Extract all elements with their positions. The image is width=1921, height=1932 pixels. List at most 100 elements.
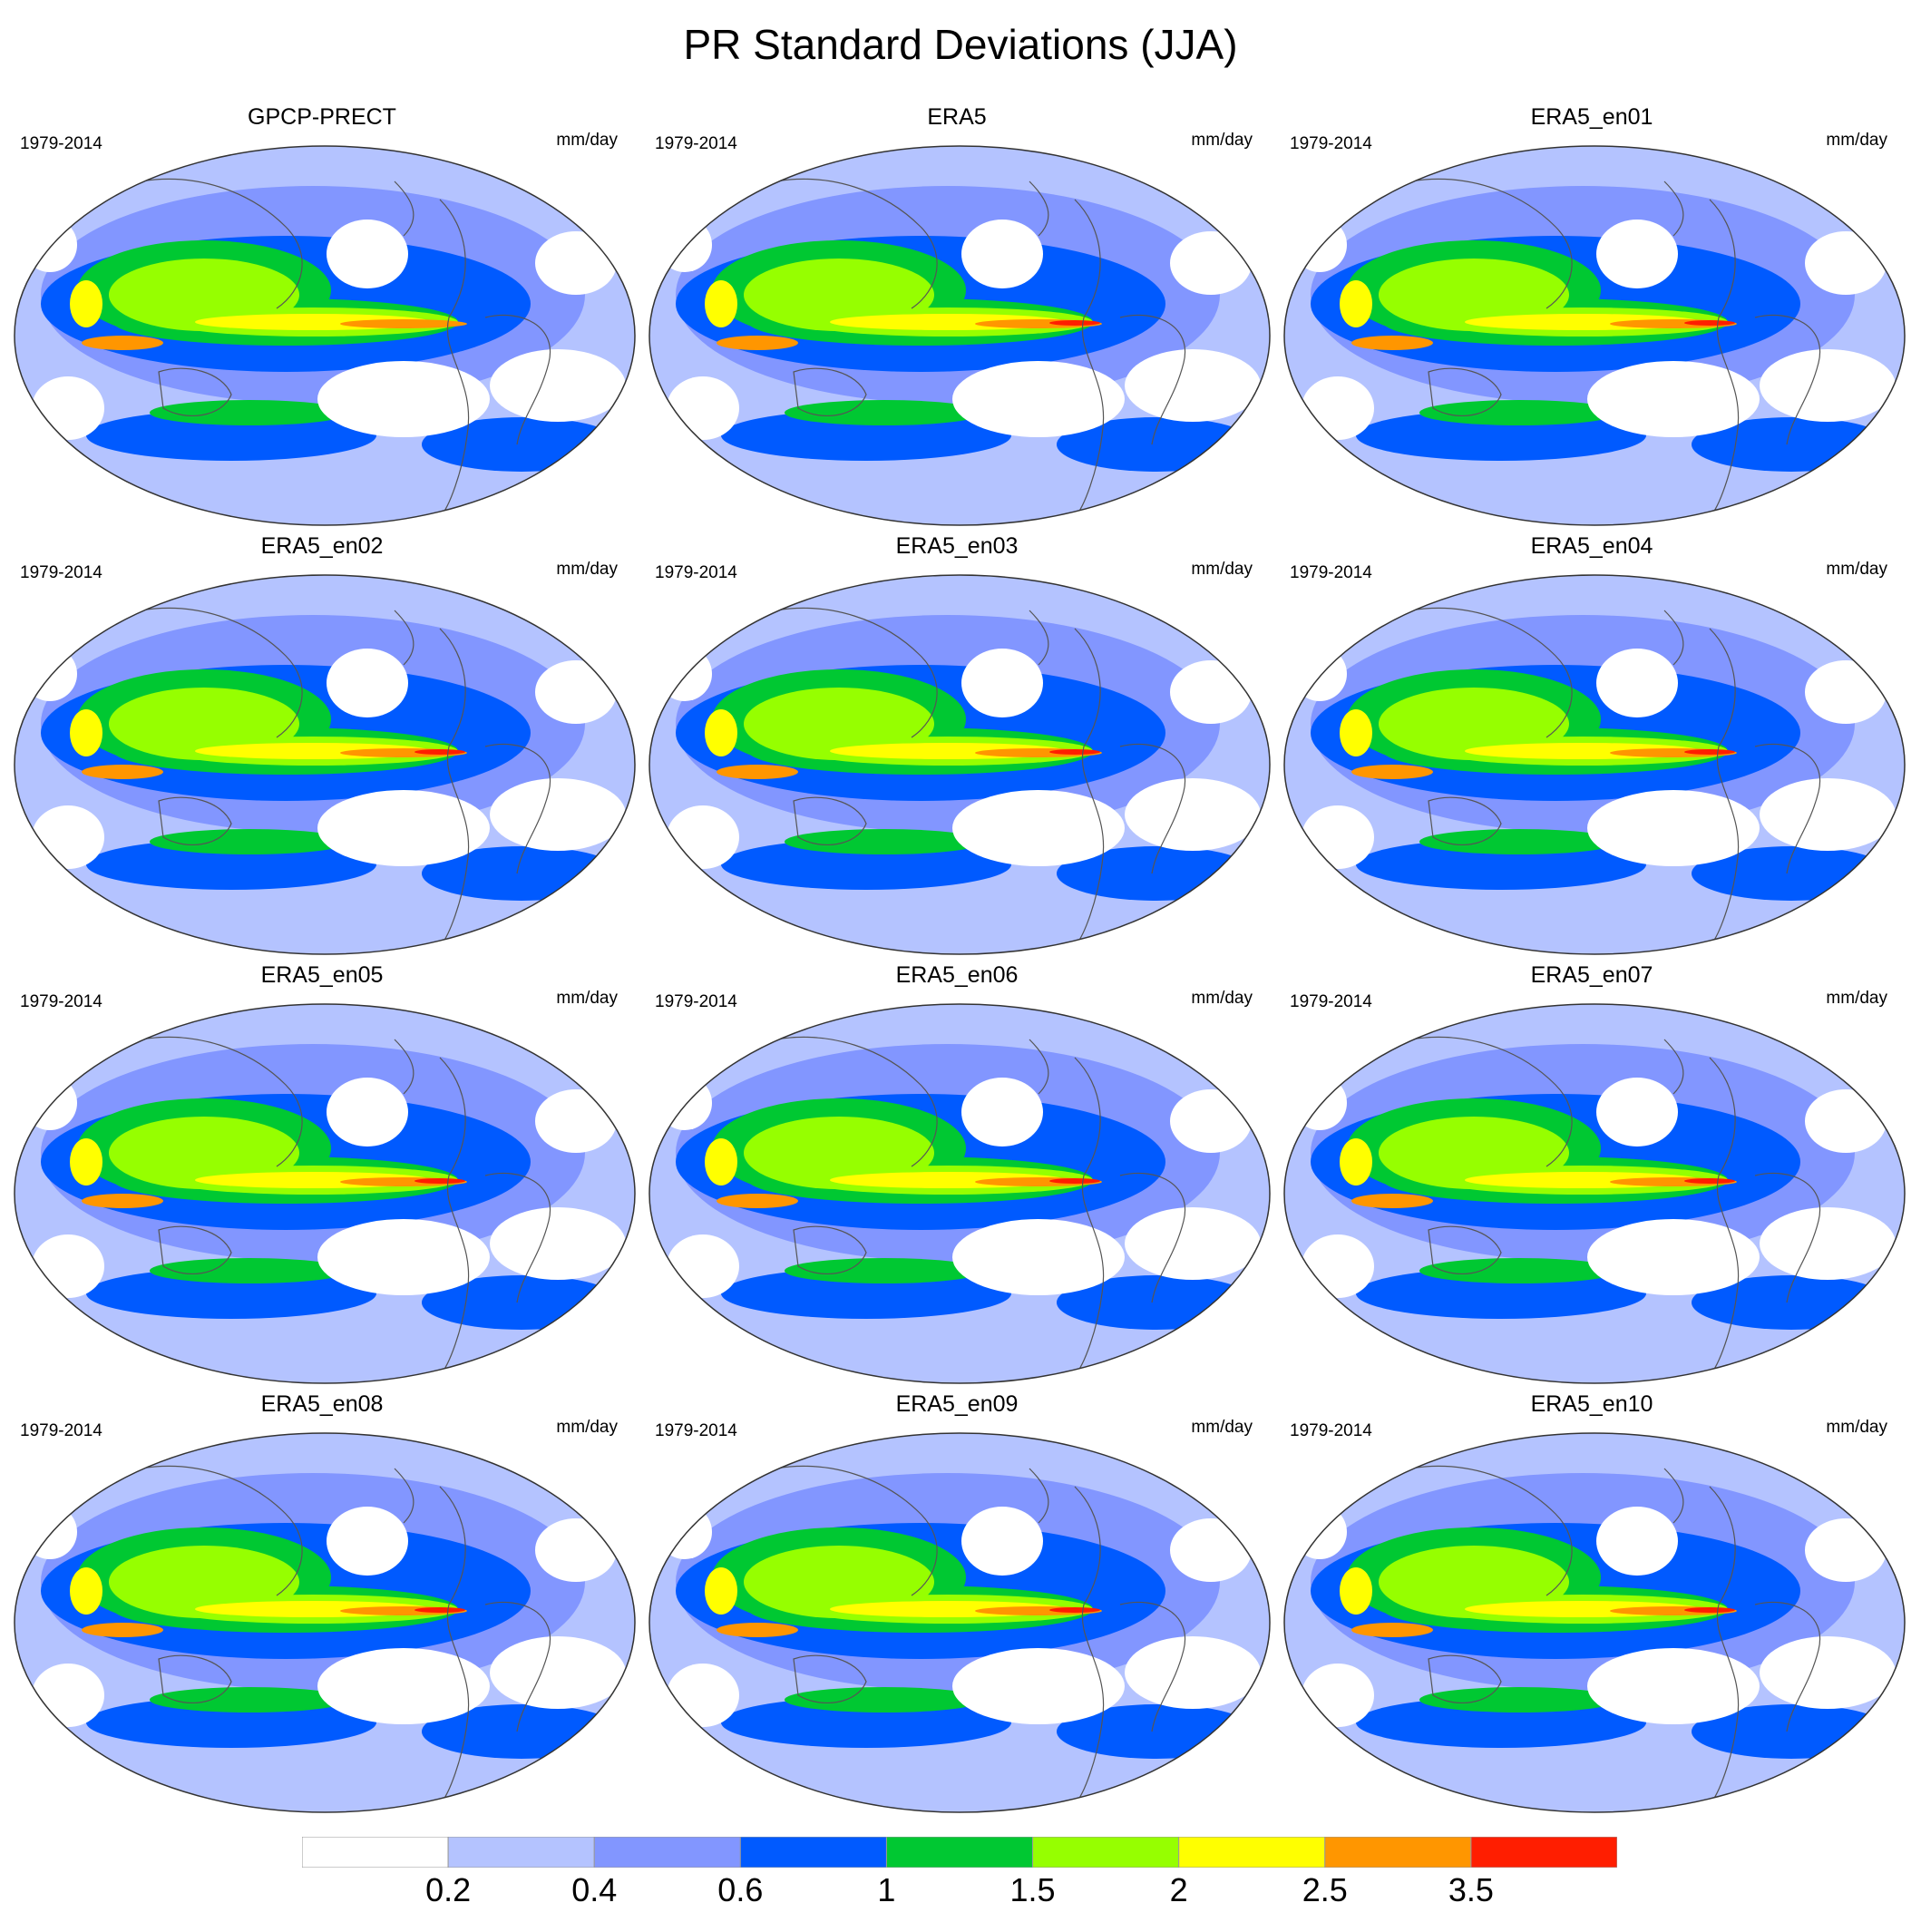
field-contour [1596, 220, 1678, 288]
field-contour [1292, 1076, 1347, 1130]
panel-title: ERA5_en02 [260, 533, 384, 559]
field-contour [32, 805, 104, 869]
field-contour [667, 376, 739, 440]
field-contour [705, 1567, 737, 1615]
coastline [1428, 1225, 1502, 1274]
coastline [1663, 1468, 1684, 1524]
field-contour [32, 376, 104, 440]
map-border [1283, 1432, 1906, 1813]
coastline [793, 367, 867, 416]
colorbar-box [739, 1837, 887, 1868]
field-contour [1049, 1607, 1100, 1613]
coastline [140, 1036, 303, 1167]
field-contour [1419, 1258, 1619, 1283]
panel-units: mm/day [1826, 560, 1887, 579]
field-contour [1340, 280, 1372, 327]
field-contour [535, 1518, 617, 1582]
field-contour [1419, 400, 1619, 425]
field-contour [667, 1234, 739, 1298]
field-contour [1805, 1089, 1887, 1153]
field-contour [535, 231, 617, 295]
coastline [1754, 743, 1821, 874]
coastline [793, 796, 867, 845]
field-contour [70, 1567, 102, 1615]
field-contour [1351, 1194, 1433, 1208]
colorbar-label: 2.5 [1302, 1871, 1348, 1908]
colorbar-label: 1 [877, 1871, 896, 1908]
field-contour [1340, 1138, 1372, 1186]
coastline [140, 607, 303, 738]
coastline [1754, 1172, 1821, 1303]
panel-units: mm/day [1191, 131, 1253, 150]
coastline [775, 1465, 938, 1596]
panel-title: ERA5_en04 [1530, 533, 1653, 559]
field-contour [1125, 1207, 1261, 1280]
field-contour [70, 1138, 102, 1186]
map-panel: ERA5_en05 1979-2014 mm/day [5, 962, 639, 1384]
field-contour [327, 1078, 408, 1147]
coastline [394, 1039, 414, 1095]
field-contour [785, 1258, 984, 1283]
field-contour [23, 218, 77, 272]
coastline [1029, 1039, 1049, 1095]
field-contour [1684, 1607, 1735, 1613]
field-contour [952, 361, 1125, 437]
field-contour [150, 1687, 349, 1712]
map-panel: ERA5_en06 1979-2014 mm/day [639, 962, 1274, 1384]
field-contour [1684, 1178, 1735, 1184]
field-contour [717, 1623, 798, 1637]
colorbar-box [593, 1837, 741, 1868]
map-panel: ERA5_en02 1979-2014 mm/day [5, 533, 639, 955]
field-contour [1805, 1518, 1887, 1582]
map-plot [1283, 1432, 1906, 1813]
field-contour [1351, 1623, 1433, 1637]
field-contour [1302, 1234, 1374, 1298]
field-contour [1170, 231, 1252, 295]
map-plot [648, 1432, 1271, 1813]
coastline [394, 610, 414, 666]
field-contour [1125, 1636, 1261, 1709]
map-border [648, 1003, 1271, 1384]
field-contour [490, 778, 626, 851]
coastline [1409, 178, 1573, 309]
coastline [1029, 1468, 1049, 1524]
coastline [1119, 1601, 1186, 1732]
map-border [648, 145, 1271, 526]
field-contour [82, 1194, 163, 1208]
coastline [1409, 1465, 1573, 1596]
coastline [1428, 796, 1502, 845]
colorbar-box [885, 1837, 1034, 1868]
coastline [1709, 1486, 1740, 1805]
field-contour [1760, 1636, 1896, 1709]
coastline [1074, 1057, 1105, 1376]
coastline [158, 796, 232, 845]
colorbar-label: 3.5 [1448, 1871, 1494, 1908]
field-contour [32, 1234, 104, 1298]
colorbar-box [1470, 1837, 1617, 1868]
map-border [14, 1003, 636, 1384]
field-contour [952, 1648, 1125, 1724]
map-panel: ERA5 1979-2014 mm/day [639, 104, 1274, 526]
field-contour [1125, 349, 1261, 422]
field-contour [1684, 749, 1735, 755]
field-contour [1292, 1505, 1347, 1559]
field-contour [327, 1507, 408, 1576]
field-contour [658, 647, 712, 701]
map-plot [648, 1003, 1271, 1384]
field-contour [1596, 649, 1678, 717]
field-contour [150, 1258, 349, 1283]
field-contour [705, 709, 737, 756]
panel-units: mm/day [1191, 1418, 1253, 1437]
panel-title: ERA5_en09 [895, 1391, 1019, 1417]
panel-title: ERA5_en07 [1530, 962, 1653, 988]
field-contour [1049, 1178, 1100, 1184]
coastline [1709, 1057, 1740, 1376]
map-panel: ERA5_en07 1979-2014 mm/day [1274, 962, 1909, 1384]
colorbar-label: 1.5 [1009, 1871, 1056, 1908]
panel-period: 1979-2014 [20, 992, 102, 1011]
panel-units: mm/day [556, 131, 618, 150]
field-contour [1587, 1219, 1760, 1295]
panel-period: 1979-2014 [655, 563, 737, 582]
field-contour [23, 647, 77, 701]
map-border [648, 574, 1271, 955]
